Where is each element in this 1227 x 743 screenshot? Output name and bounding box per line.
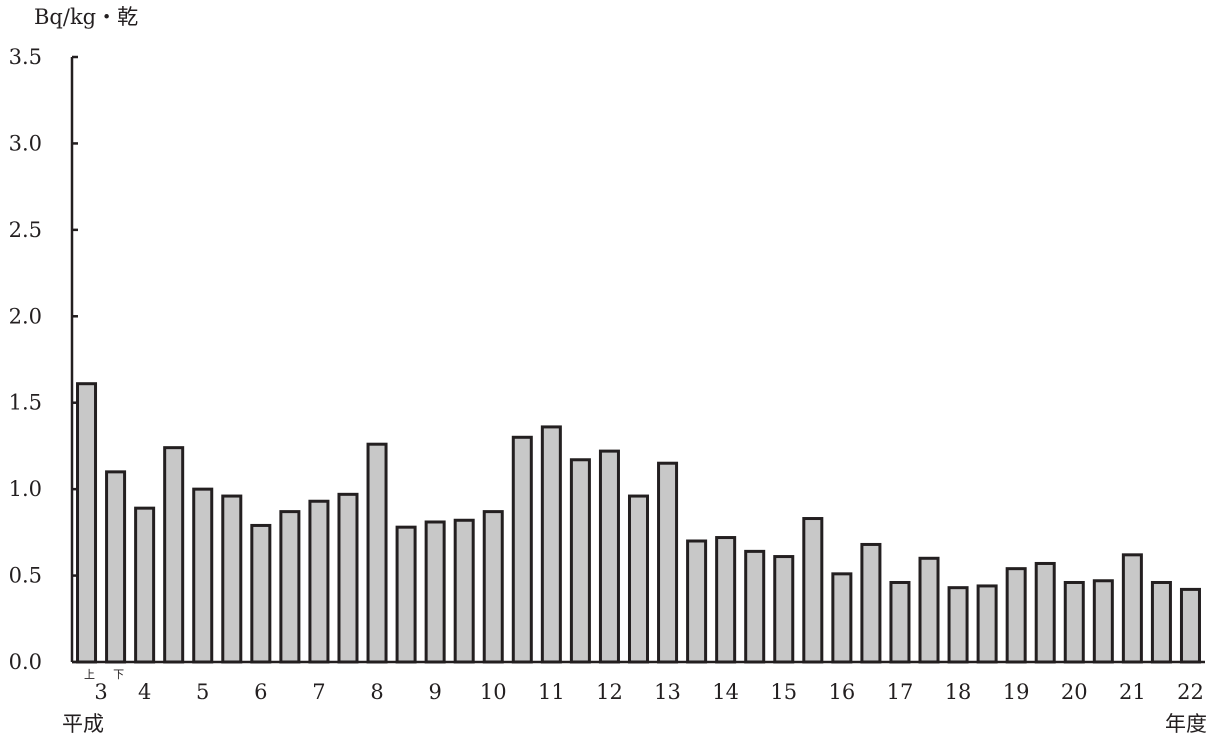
bar bbox=[337, 492, 359, 664]
bar bbox=[105, 470, 127, 664]
bar bbox=[424, 520, 446, 664]
y-tick-label: 3.5 bbox=[9, 45, 42, 69]
bar bbox=[802, 517, 824, 664]
y-tick-label: 0.0 bbox=[9, 650, 42, 674]
x-tick-label: 13 bbox=[654, 680, 681, 704]
bar bbox=[76, 382, 98, 664]
bar bbox=[308, 499, 330, 664]
y-axis-ticks: 0.0 0.5 1.0 1.5 2.0 2.5 3.0 3.5 bbox=[9, 45, 78, 674]
y-tick-label: 1.5 bbox=[9, 391, 42, 415]
half-year-label: 下 bbox=[113, 668, 124, 681]
bar bbox=[366, 442, 388, 664]
x-tick-label: 6 bbox=[254, 680, 267, 704]
x-tick-label: 7 bbox=[312, 680, 325, 704]
x-tick-label: 5 bbox=[196, 680, 209, 704]
bar bbox=[1063, 580, 1085, 664]
y-tick-label: 2.0 bbox=[9, 304, 42, 328]
x-tick-label: 15 bbox=[770, 680, 797, 704]
x-tick-label: 17 bbox=[887, 680, 914, 704]
x-tick-label: 21 bbox=[1119, 680, 1146, 704]
bar bbox=[1121, 553, 1143, 664]
bar bbox=[831, 572, 853, 664]
bar bbox=[250, 523, 272, 664]
bar bbox=[192, 487, 214, 664]
era-label: 平成 bbox=[62, 712, 104, 736]
bar bbox=[279, 510, 301, 664]
bar bbox=[657, 461, 679, 664]
bar bbox=[1179, 587, 1201, 664]
x-tick-label: 3 bbox=[94, 680, 107, 704]
bar bbox=[947, 586, 969, 664]
bar bbox=[1150, 580, 1172, 664]
x-tick-label: 11 bbox=[538, 680, 565, 704]
bar bbox=[889, 580, 911, 664]
x-tick-label: 19 bbox=[1003, 680, 1030, 704]
x-tick-label: 20 bbox=[1061, 680, 1088, 704]
bar bbox=[1092, 579, 1114, 664]
x-tick-label: 18 bbox=[945, 680, 972, 704]
x-tick-label: 9 bbox=[428, 680, 441, 704]
x-tick-label: 12 bbox=[596, 680, 623, 704]
x-axis-ticks: 3 4 5 6 7 8 9 10 11 12 13 14 15 16 17 18 19 20 21 22 上 下 bbox=[84, 668, 1204, 704]
y-tick-label: 3.0 bbox=[9, 131, 42, 155]
bar bbox=[860, 542, 882, 664]
y-tick-label: 2.5 bbox=[9, 218, 42, 242]
bar bbox=[221, 494, 243, 664]
bar bbox=[511, 435, 533, 664]
bar bbox=[715, 536, 737, 664]
bar bbox=[773, 555, 795, 664]
bar bbox=[627, 494, 650, 664]
bar bbox=[134, 506, 156, 664]
bar bbox=[744, 549, 766, 664]
bar bbox=[163, 446, 185, 664]
x-tick-label: 22 bbox=[1177, 680, 1204, 704]
bar bbox=[395, 525, 417, 664]
x-tick-label: 10 bbox=[480, 680, 507, 704]
bar bbox=[598, 449, 620, 664]
bar bbox=[569, 458, 591, 664]
x-tick-label: 16 bbox=[828, 680, 855, 704]
half-year-label: 上 bbox=[84, 668, 95, 681]
bars bbox=[76, 382, 1201, 664]
y-axis-title: Bq/kg・乾 bbox=[34, 5, 138, 29]
bar bbox=[453, 518, 475, 664]
bar bbox=[976, 584, 998, 664]
y-tick-label: 0.5 bbox=[9, 564, 42, 588]
bar bbox=[482, 510, 504, 664]
x-tick-label: 14 bbox=[712, 680, 739, 704]
bar bbox=[1034, 561, 1056, 664]
bar bbox=[918, 556, 940, 664]
x-axis-title: 年度 bbox=[1165, 712, 1207, 736]
x-tick-label: 8 bbox=[370, 680, 383, 704]
bar bbox=[686, 539, 708, 664]
y-tick-label: 1.0 bbox=[9, 477, 42, 501]
bar bbox=[1005, 567, 1027, 664]
x-tick-label: 4 bbox=[138, 680, 151, 704]
bar bbox=[540, 425, 562, 664]
axes bbox=[70, 57, 1205, 664]
